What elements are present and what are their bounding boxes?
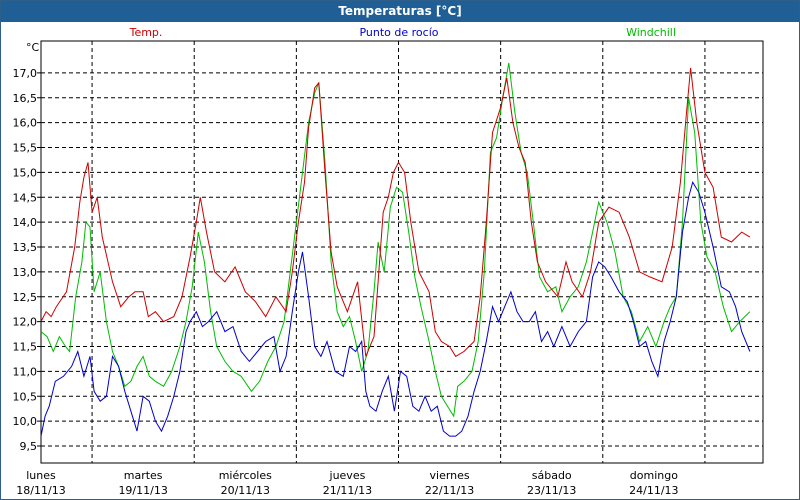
y-tick-label: 15,0 — [13, 166, 38, 179]
series-line-1 — [40, 181, 751, 437]
x-tick-date: 24/11/13 — [629, 484, 678, 497]
x-tick-day: martes — [124, 469, 163, 482]
y-tick-label: 13,0 — [13, 266, 38, 279]
y-tick-label: 14,0 — [13, 216, 38, 229]
x-tick-day: jueves — [329, 469, 366, 482]
axes — [40, 40, 764, 464]
series-line-0 — [40, 67, 751, 358]
y-ticks: 9,5 10,0 10,5 11,0 11,5 12,0 12,5 13,0 13,5 14,0 1… — [13, 67, 41, 453]
x-ticks: lunes 18/11/13 martes 19/11/13 miércoles 20/1… — [16, 469, 678, 497]
x-tick-date: 19/11/13 — [118, 484, 167, 497]
y-tick-label: 14,5 — [13, 191, 38, 204]
y-tick-label: 10,0 — [13, 415, 38, 428]
legend-item-0: Temp. — [129, 26, 163, 39]
x-tick-date: 21/11/13 — [323, 484, 372, 497]
legend-item-2: Windchill — [626, 26, 676, 39]
y-tick-label: 12,5 — [13, 291, 38, 304]
series-line-2 — [40, 62, 751, 418]
x-tick-day: miércoles — [219, 469, 272, 482]
title-bar: Temperaturas [°C] — [1, 1, 799, 22]
chart-title: Temperaturas [°C] — [338, 4, 462, 18]
legend: Temp. Punto de rocío Windchill — [129, 26, 676, 39]
y-tick-label: 11,5 — [13, 341, 38, 354]
x-tick-date: 18/11/13 — [16, 484, 65, 497]
x-tick-day: sábado — [532, 469, 572, 482]
x-tick-date: 20/11/13 — [221, 484, 270, 497]
y-tick-label: 13,5 — [13, 241, 38, 254]
y-tick-label: 11,0 — [13, 365, 38, 378]
x-tick-day: domingo — [630, 469, 678, 482]
y-tick-label: 10,5 — [13, 390, 38, 403]
x-tick-day: viernes — [430, 469, 470, 482]
y-axis-label: °C — [26, 41, 40, 54]
y-tick-label: 15,5 — [13, 142, 38, 155]
series — [40, 62, 751, 437]
y-tick-label: 12,0 — [13, 316, 38, 329]
legend-item-1: Punto de rocío — [359, 26, 438, 39]
grid — [41, 41, 763, 463]
plot-border — [40, 40, 764, 464]
x-tick-date: 23/11/13 — [527, 484, 576, 497]
x-tick-day: lunes — [26, 469, 56, 482]
y-tick-label: 9,5 — [20, 440, 38, 453]
x-tick-date: 22/11/13 — [425, 484, 474, 497]
y-tick-label: 17,0 — [13, 67, 38, 80]
y-tick-label: 16,0 — [13, 117, 38, 130]
y-tick-label: 16,5 — [13, 92, 38, 105]
